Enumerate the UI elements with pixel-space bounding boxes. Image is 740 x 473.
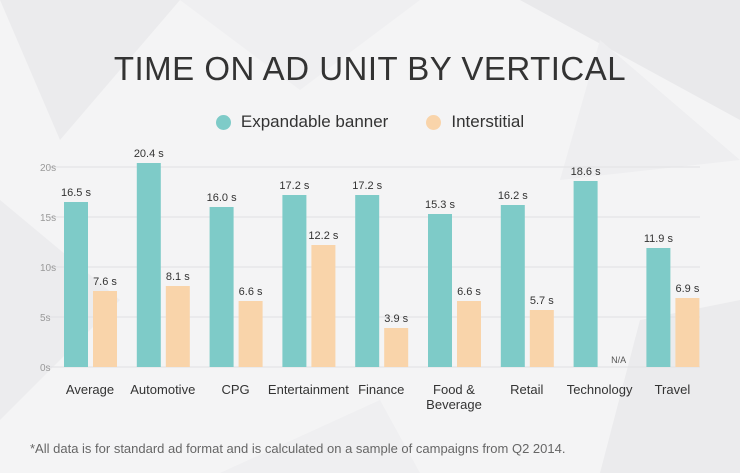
data-label: 15.3 s (425, 199, 455, 211)
x-tick-label: Retail (510, 382, 543, 397)
x-tick-label: Beverage (426, 397, 482, 412)
data-label: 6.9 s (675, 283, 699, 295)
x-tick-label: Entertainment (268, 382, 349, 397)
bar (209, 207, 234, 367)
bar (500, 205, 525, 367)
chart-title: TIME ON AD UNIT BY VERTICAL (113, 50, 627, 87)
data-label: N/A (611, 355, 626, 365)
footnote: *All data is for standard ad format and … (30, 441, 566, 456)
y-tick-label: 20s (40, 163, 56, 174)
x-tick-label: Technology (567, 382, 633, 397)
legend-label-expandable: Expandable banner (240, 112, 389, 131)
data-label: 6.6 s (457, 286, 481, 298)
data-label: 17.2 s (352, 180, 382, 192)
data-label: 20.4 s (134, 148, 164, 160)
data-label: 5.7 s (530, 295, 554, 307)
bar (457, 301, 481, 367)
bar (573, 181, 598, 367)
bar (384, 328, 409, 367)
data-label: 12.2 s (308, 230, 338, 242)
bar (675, 298, 700, 367)
bar (311, 245, 336, 367)
y-tick-label: 15s (40, 213, 56, 224)
chart-legend: Expandable banner Interstitial (0, 112, 740, 132)
bar (238, 301, 263, 367)
bar (64, 202, 88, 367)
data-label: 7.6 s (93, 276, 117, 288)
x-tick-label: CPG (222, 382, 250, 397)
bar (93, 291, 117, 367)
data-label: 6.6 s (239, 286, 263, 298)
legend-item-expandable: Expandable banner (215, 112, 389, 132)
y-tick-label: 0s (40, 363, 51, 374)
data-label: 16.2 s (498, 190, 528, 202)
legend-swatch-expandable (215, 114, 231, 130)
legend-item-interstitial: Interstitial (426, 112, 524, 132)
bar (428, 214, 452, 367)
bar (529, 310, 554, 367)
bar (136, 163, 161, 367)
y-tick-label: 5s (40, 313, 51, 324)
data-label: 16.5 s (61, 187, 91, 199)
data-label: 17.2 s (279, 180, 309, 192)
x-tick-label: Automotive (130, 382, 195, 397)
data-label: 3.9 s (384, 313, 408, 325)
legend-swatch-interstitial (426, 114, 442, 130)
data-label: 11.9 s (644, 233, 674, 245)
legend-label-interstitial: Interstitial (451, 112, 525, 131)
bar (165, 286, 190, 367)
bar (646, 248, 671, 367)
bar (282, 195, 307, 367)
bar (355, 195, 380, 367)
x-tick-label: Travel (655, 382, 691, 397)
data-label: 8.1 s (166, 271, 190, 283)
y-tick-label: 10s (40, 263, 56, 274)
data-label: 18.6 s (571, 166, 601, 178)
x-tick-label: Finance (358, 382, 404, 397)
x-tick-label: Food & (433, 382, 475, 397)
data-label: 16.0 s (207, 192, 237, 204)
x-tick-label: Average (66, 382, 114, 397)
